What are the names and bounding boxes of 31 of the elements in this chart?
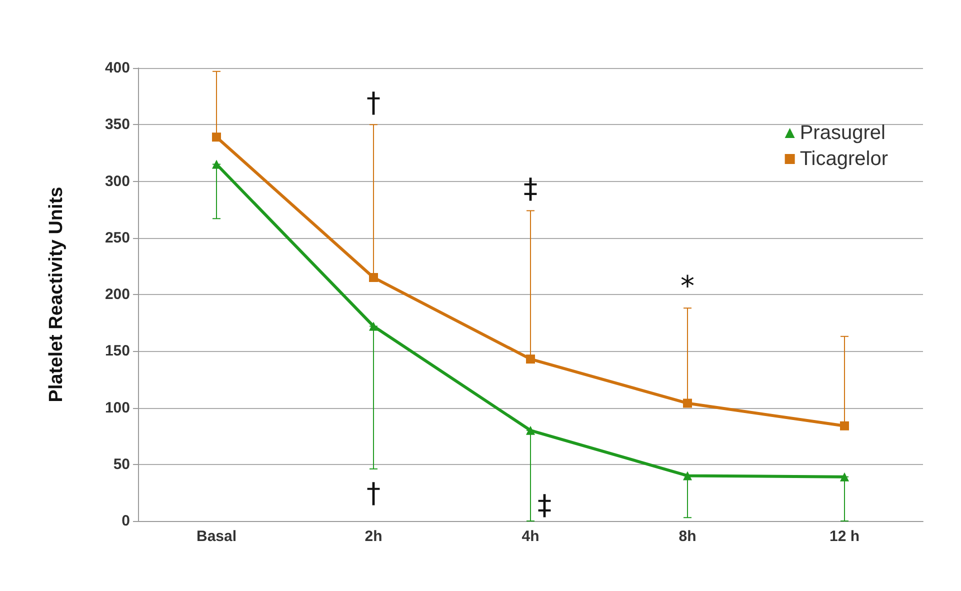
x-tick-label: Basal [196, 528, 237, 545]
y-tick-label: 150 [104, 342, 130, 360]
y-tick-label: 50 [113, 456, 130, 473]
annotation: ‡ [524, 172, 538, 206]
x-tick-label: 12 h [829, 528, 860, 545]
legend-label: Ticagrelor [800, 148, 888, 170]
annotation: † [366, 86, 380, 120]
point [683, 398, 692, 408]
x-tick-label: 2h [364, 528, 382, 545]
y-tick-label: 250 [104, 229, 130, 246]
y-tick-label: 0 [122, 512, 130, 530]
point [212, 132, 221, 142]
y-axis-title: Platelet Reactivity Units [46, 186, 67, 402]
point [526, 426, 535, 435]
annotation: † [366, 476, 380, 510]
x-tick-label: 4h [522, 528, 540, 545]
x-tick-label: 8h [678, 528, 696, 545]
y-tick-label: 400 [104, 60, 130, 76]
legend-label: Prasugrel [800, 122, 886, 144]
y-tick-label: 300 [104, 172, 130, 190]
point [840, 472, 849, 482]
point [369, 322, 378, 331]
point [840, 421, 849, 430]
point [526, 354, 535, 364]
annotation: ‡ [538, 488, 552, 522]
point [683, 471, 692, 480]
point [369, 273, 378, 282]
annotation: * [680, 270, 694, 303]
y-tick-label: 100 [104, 399, 130, 416]
y-tick-label: 350 [104, 116, 130, 134]
y-tick-label: 200 [104, 286, 130, 303]
